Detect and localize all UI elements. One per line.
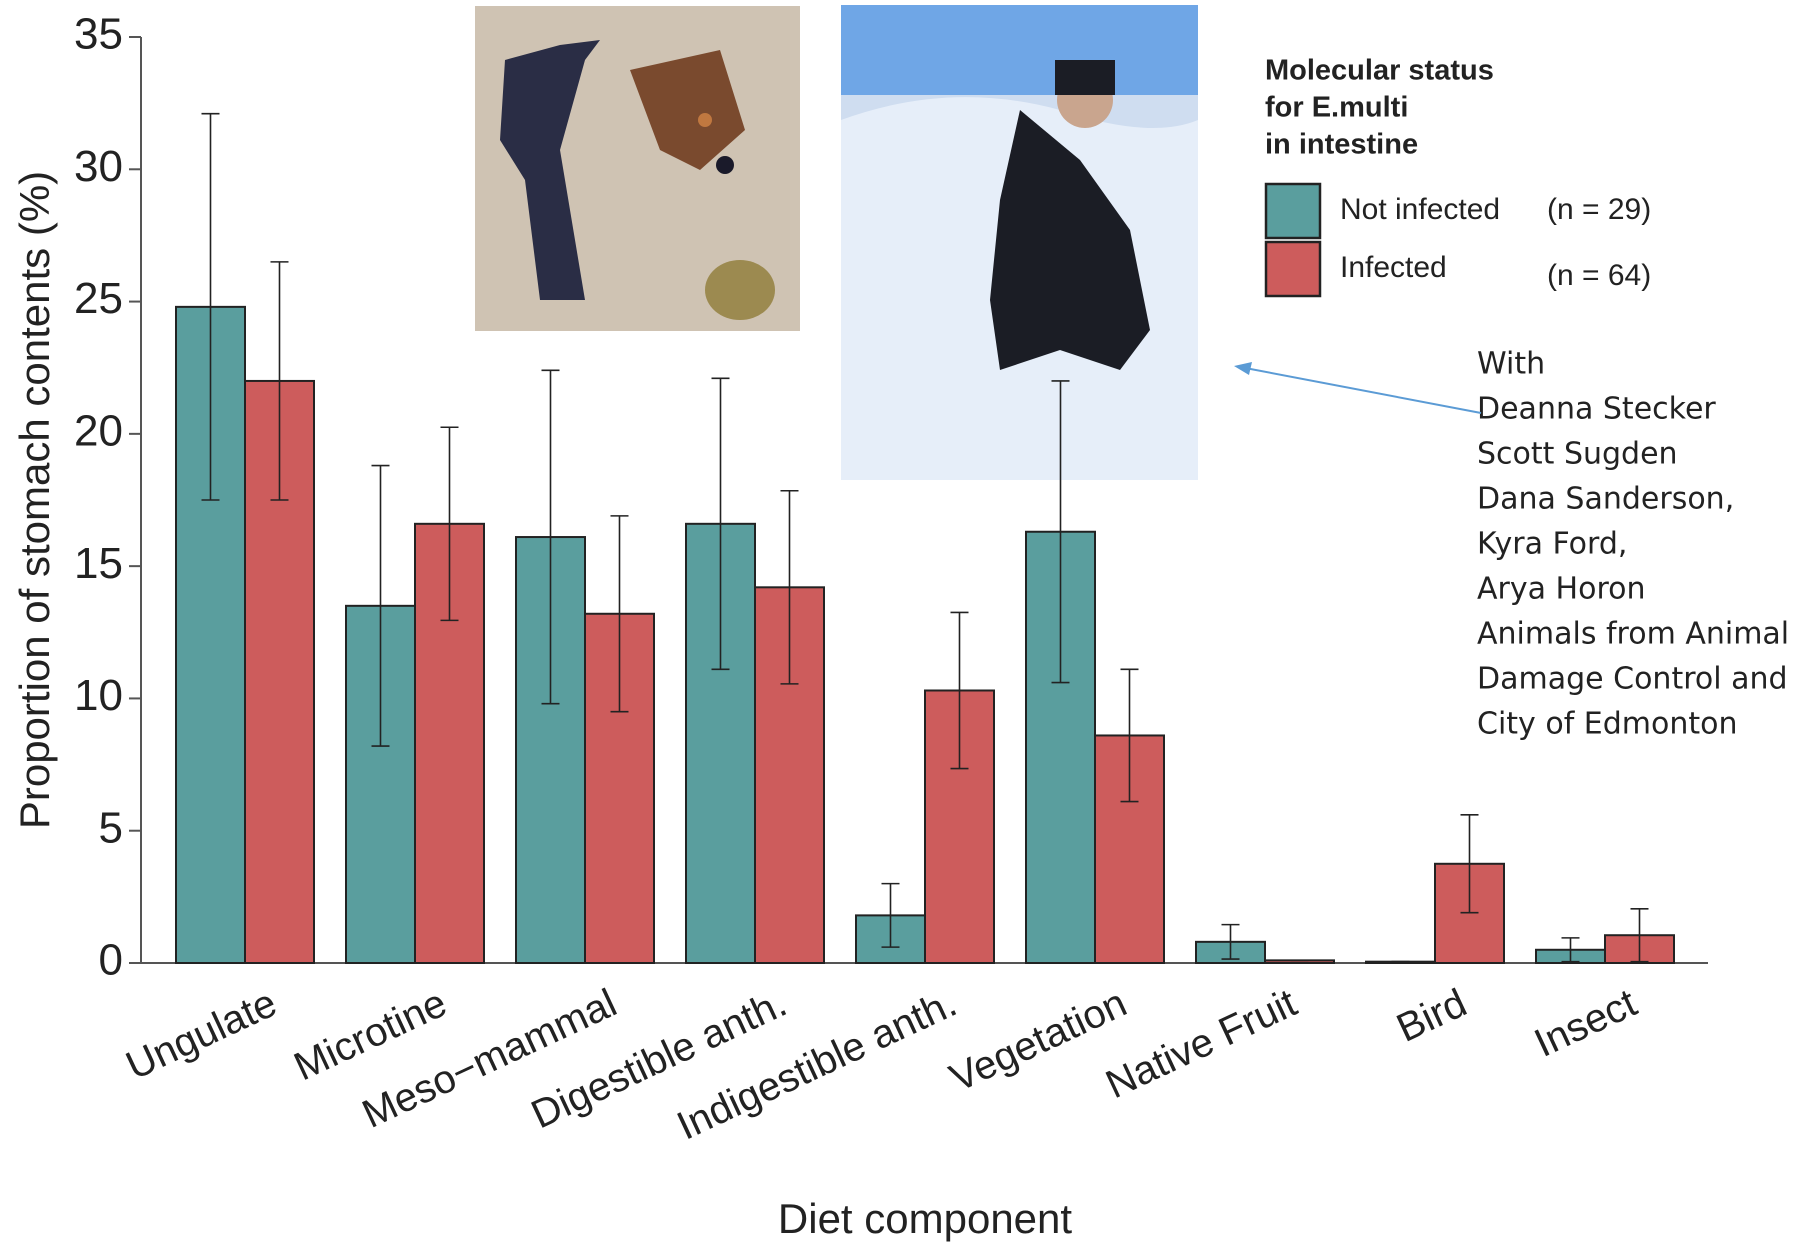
legend-swatch xyxy=(1264,240,1322,298)
annotation-arrowhead xyxy=(1234,362,1252,375)
legend-n: (n = 29) xyxy=(1547,193,1651,226)
error-bar xyxy=(1051,380,1070,684)
annotation-line: Deanna Stecker xyxy=(1477,392,1716,427)
annotation-line: Kyra Ford, xyxy=(1477,527,1627,562)
annotation-line: Scott Sugden xyxy=(1477,437,1678,472)
annotation-line: City of Edmonton xyxy=(1477,707,1738,742)
legend-swatch xyxy=(1264,182,1322,240)
error-bar xyxy=(1221,923,1240,960)
error-bar xyxy=(1561,937,1580,963)
x-axis-title: Diet component xyxy=(778,1195,1072,1242)
error-bar xyxy=(201,112,220,501)
error-bar xyxy=(780,489,799,685)
annotation-line: Damage Control and xyxy=(1477,662,1788,697)
legend-label: Not infected xyxy=(1340,193,1500,226)
y-tick-label: 0 xyxy=(99,936,123,985)
y-axis-title: Proportion of stomach contents (%) xyxy=(11,171,58,829)
y-tick-label: 35 xyxy=(74,10,123,59)
error-bar xyxy=(1120,668,1139,803)
error-bar xyxy=(881,882,900,948)
legend-title: Molecular status xyxy=(1265,55,1494,87)
x-tick-label: Native Fruit xyxy=(1099,981,1303,1107)
legend-title: in intestine xyxy=(1265,129,1418,161)
y-tick-label: 10 xyxy=(74,671,123,720)
x-tick-label: Indigestible anth. xyxy=(671,981,964,1149)
legend-n: (n = 64) xyxy=(1547,259,1651,292)
error-bar xyxy=(610,515,629,713)
annotation-line: With xyxy=(1477,347,1545,382)
error-bar xyxy=(950,611,969,770)
y-tick-label: 20 xyxy=(74,406,123,455)
error-bar xyxy=(270,261,289,501)
annotation-line: Animals from Animal xyxy=(1477,617,1789,652)
y-tick-label: 5 xyxy=(99,803,123,852)
error-bar xyxy=(541,369,560,705)
x-tick-label: Vegetation xyxy=(943,981,1133,1101)
error-bar xyxy=(1460,814,1479,914)
x-tick-label: Ungulate xyxy=(120,981,284,1089)
annotation-line: Arya Horon xyxy=(1477,572,1646,607)
annotation-line: Dana Sanderson, xyxy=(1477,482,1734,517)
photo-field-researcher xyxy=(841,5,1198,480)
y-tick-label: 15 xyxy=(74,539,123,588)
x-tick-label: Bird xyxy=(1390,981,1473,1051)
error-bar xyxy=(711,377,730,671)
legend-title: for E.multi xyxy=(1265,92,1408,124)
annotation-arrow xyxy=(1239,366,1482,414)
x-tick-label: Insect xyxy=(1528,981,1643,1066)
legend-label: Infected xyxy=(1340,251,1447,284)
error-bar xyxy=(1630,907,1649,963)
y-tick-label: 30 xyxy=(74,142,123,191)
y-tick-label: 25 xyxy=(74,274,123,323)
photo-stomach-contents xyxy=(475,6,800,331)
error-bar xyxy=(371,464,390,747)
error-bar xyxy=(440,426,459,622)
